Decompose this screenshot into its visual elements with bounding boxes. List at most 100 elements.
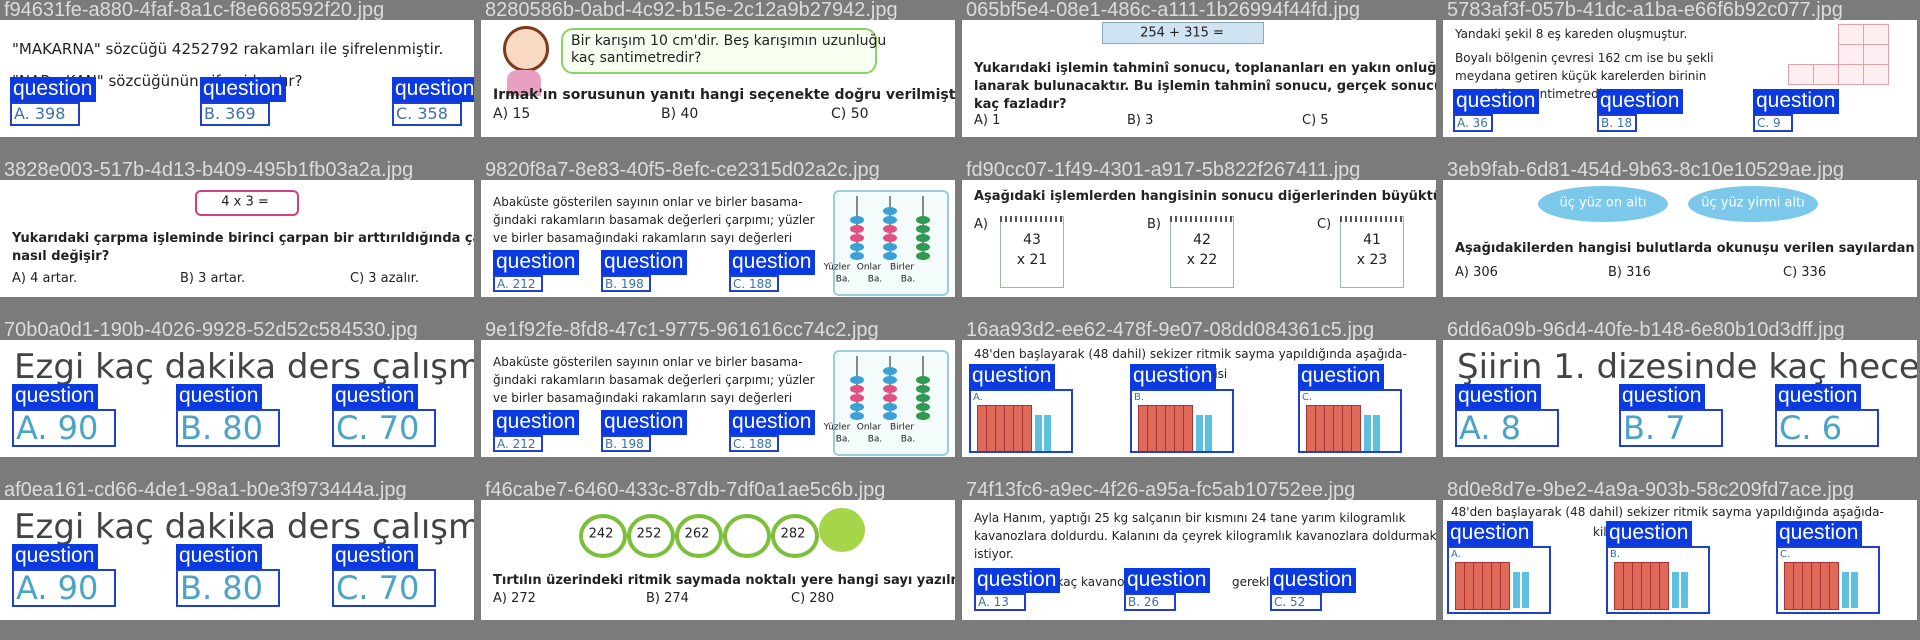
question-text: Yukarıdaki çarpma işleminde birinci çarp… [12, 231, 474, 246]
figure-text: Birler [889, 262, 915, 273]
annotation-label: question [729, 410, 816, 435]
abacus-bead [883, 243, 897, 251]
answer-option: C. [1302, 392, 1313, 403]
annotation-label: question [332, 384, 419, 409]
annotation-label: question [176, 384, 263, 409]
tile-filename: 5783af3f-057b-41dc-a1ba-e66f6b92c077.jpg [1447, 0, 1843, 21]
annotation-box [332, 569, 436, 607]
tile-filename: 9820f8a7-8e83-40f5-8efc-ce2315d02a2c.jpg [485, 160, 880, 181]
abacus-bead [883, 252, 897, 260]
figure-text: 43 [1023, 232, 1041, 248]
block-ones [1842, 572, 1849, 608]
figure-text: Ba. [835, 434, 851, 445]
answer-option: C. 188 [733, 436, 772, 451]
abacus-bead [883, 403, 897, 411]
notepad-spiral [1340, 216, 1402, 222]
answer-option: B. 7 [1623, 409, 1686, 447]
figure-text: Ba. [900, 434, 916, 445]
question-text: Irmak'ın sorusunun yanıtı hangi seçenekt… [493, 87, 955, 103]
tile-filename: 3eb9fab-6d81-454d-9b63-8c10e10529ae.jpg [1447, 160, 1845, 181]
annotation-box [200, 102, 270, 126]
figure-text: x 21 [1016, 252, 1048, 268]
annotation-box [601, 275, 651, 292]
answer-option: C) 336 [1783, 264, 1827, 280]
annotation-box [176, 409, 280, 447]
question-text: kavanozlara doldurdu. Kalanını da çeyrek… [974, 529, 1436, 543]
annotation-label: question [1453, 89, 1540, 114]
caterpillar-segment [675, 514, 723, 558]
block-ones [1205, 415, 1212, 451]
abacus-bead [916, 252, 930, 260]
figure-text: 252 [636, 526, 662, 542]
question-text: Ezgi kaç dakika ders çalışmıştır? [14, 507, 474, 547]
cloud [1688, 186, 1818, 222]
annotation-label: question [969, 364, 1056, 389]
annotation-box [12, 409, 116, 447]
figure-text: Onlar [856, 422, 882, 433]
annotation-box [1453, 114, 1493, 132]
grid-square [1838, 44, 1864, 65]
screenshot-tile: 6dd6a09b-96d4-40fe-b148-6e80b10d3dff.jpg… [1443, 320, 1917, 480]
figure-text: Yüzler [823, 422, 851, 433]
answer-option: A. 36 [1457, 116, 1488, 130]
abacus-bead [850, 376, 864, 384]
answer-option: A. 398 [14, 104, 66, 123]
grid-square [1788, 64, 1814, 85]
question-text: Aşağıdaki işlemlerden hangisinin sonucu … [974, 189, 1436, 204]
block-ones [1513, 572, 1520, 608]
answer-option: A. 212 [497, 276, 536, 291]
annotation-box [1130, 389, 1234, 453]
annotation-box [493, 435, 543, 452]
question-text: meydana getiren küçük karelerden birinin [1455, 69, 1707, 83]
figure-text: 4 x 3 = [221, 194, 269, 210]
annotation-label: question [1619, 384, 1706, 409]
figure-text: 242 [588, 526, 614, 542]
screenshot-tile: 9e1f92fe-8fd8-47c1-9775-961616cc74c2.jpg… [481, 320, 955, 480]
abacus-bead [850, 385, 864, 393]
question-text: ğındaki rakamların basamak değerleri çar… [493, 213, 815, 227]
abacus-bead [883, 412, 897, 420]
annotation-label: question [1447, 521, 1534, 546]
annotation-label: question [1606, 521, 1693, 546]
tile-panel [1443, 180, 1917, 297]
block-ten [1500, 562, 1510, 610]
figure-text: x 22 [1186, 252, 1218, 268]
answer-option: B. 80 [180, 569, 264, 607]
question-text: "MAKARNA" sözcüğü 4252792 rakamları ile … [12, 40, 444, 58]
answer-option: B. 198 [605, 276, 644, 291]
tile-filename: 3828e003-517b-4d13-b409-495b1fb03a2a.jpg [4, 160, 414, 181]
abacus-bead [850, 252, 864, 260]
figure-text: 41 [1363, 232, 1381, 248]
annotation-box [1597, 114, 1637, 132]
annotation-label: question [1776, 521, 1863, 546]
question-text: 48'den başlayarak (48 dahil) sekizer rit… [974, 347, 1407, 361]
question-text: Yukarıdaki işlemin tahminî sonucu, topla… [974, 61, 1436, 76]
abacus-bead [850, 412, 864, 420]
question-text: Boyalı bölgenin çevresi 162 cm ise bu şe… [1455, 51, 1714, 65]
annotation-box [176, 569, 280, 607]
caterpillar-segment [627, 514, 675, 558]
question-text: Şiirin 1. dizesinde kaç hece vardır? [1457, 347, 1917, 387]
screenshot-tile: 3828e003-517b-4d13-b409-495b1fb03a2a.jpg… [0, 160, 474, 320]
annotation-box [969, 389, 1073, 453]
answer-option: B) 3 artar. [180, 270, 246, 286]
question-text: Bir karışım 10 cm'dir. Beş karışımın uzu… [571, 33, 887, 49]
annotation-label: question [1124, 568, 1211, 593]
tile-filename: 8280586b-0abd-4c92-b15e-2c12a9b27942.jpg [485, 0, 898, 21]
annotation-box [392, 102, 462, 126]
annotation-label: question [1597, 89, 1684, 114]
annotation-box [1298, 389, 1402, 453]
question-text: 48'den başlayarak (48 dahil) sekizer rit… [1451, 505, 1884, 519]
annotation-box [1753, 114, 1793, 132]
annotation-box [332, 409, 436, 447]
answer-option: B. [1610, 549, 1621, 560]
annotation-label: question [729, 250, 816, 275]
question-text: Abaküste gösterilen sayının onlar ve bir… [493, 195, 803, 209]
answer-option: C) [1317, 216, 1332, 232]
figure-text: Ba. [867, 434, 883, 445]
tile-filename: 8d0e8d7e-9be2-4a9a-903b-58c209fd7ace.jpg [1447, 480, 1855, 501]
figure-text: üç yüz yirmi altı [1701, 195, 1805, 211]
screenshot-tile: 8d0e8d7e-9be2-4a9a-903b-58c209fd7ace.jpg… [1443, 480, 1917, 640]
abacus-bead [883, 216, 897, 224]
